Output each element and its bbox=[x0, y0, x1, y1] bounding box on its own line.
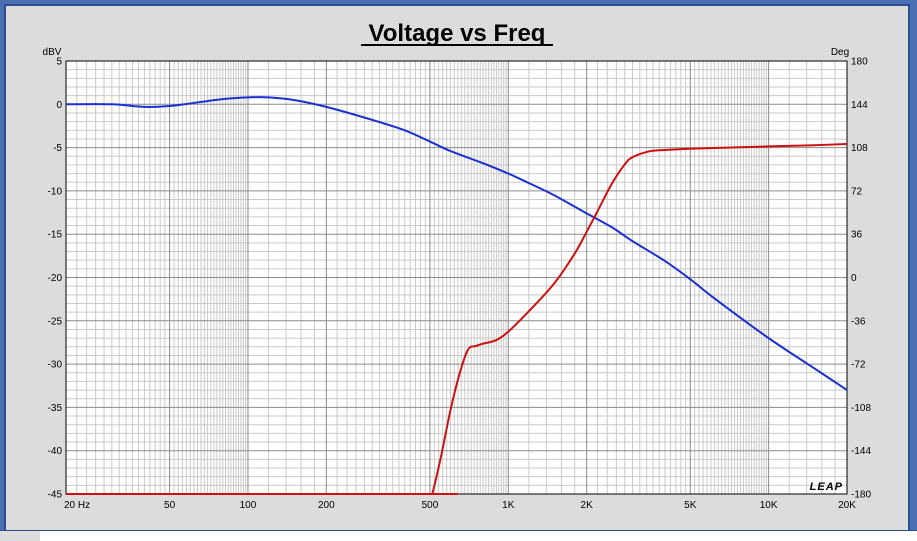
y-left-ticks: 5 0 -5 -10 -15 -20 -25 -30 -35 -40 -45 bbox=[48, 57, 63, 501]
series-phase-line bbox=[66, 142, 848, 496]
major-grid bbox=[65, 60, 848, 495]
y-right-axis-label: Deg bbox=[831, 47, 849, 58]
series-voltage-line bbox=[65, 96, 848, 391]
y-left-tick-label: -25 bbox=[48, 316, 63, 327]
bottom-strip bbox=[0, 530, 917, 541]
y-right-tick-label: -180 bbox=[851, 490, 871, 501]
y-left-tick-label: -15 bbox=[48, 230, 63, 241]
y-right-tick-label: -144 bbox=[851, 446, 871, 457]
y-left-tick-label: -40 bbox=[48, 446, 63, 457]
leap-logo: LEAP bbox=[810, 481, 843, 493]
x-tick-label: 1K bbox=[502, 500, 515, 511]
y-right-tick-label: 144 bbox=[851, 100, 868, 111]
y-right-tick-label: 36 bbox=[851, 230, 863, 241]
y-right-tick-label: -108 bbox=[851, 403, 871, 414]
y-right-tick-label: -36 bbox=[851, 316, 866, 327]
y-left-tick-label: 5 bbox=[56, 57, 62, 68]
y-right-tick-label: 108 bbox=[851, 143, 868, 154]
y-right-ticks: 180 144 108 72 36 0 -36 -72 -108 -144 -180 bbox=[851, 57, 871, 501]
chart-title: Voltage vs Freq bbox=[369, 20, 546, 47]
x-tick-label: 500 bbox=[422, 500, 439, 511]
y-left-tick-label: -45 bbox=[48, 490, 63, 501]
y-left-axis-label: dBV bbox=[43, 47, 62, 58]
y-left-tick-label: -35 bbox=[48, 403, 63, 414]
y-left-tick-label: -20 bbox=[48, 273, 63, 284]
x-tick-label: 100 bbox=[240, 500, 257, 511]
x-tick-label: 2K bbox=[581, 500, 594, 511]
x-tick-label: 20K bbox=[838, 500, 856, 511]
x-tick-label: 50 bbox=[164, 500, 176, 511]
y-right-tick-label: -72 bbox=[851, 360, 866, 371]
y-left-tick-label: -5 bbox=[53, 143, 62, 154]
x-tick-label: 5K bbox=[684, 500, 697, 511]
y-left-tick-label: -10 bbox=[48, 186, 63, 197]
voltage-frequency-chart: Voltage vs Freq dBV Deg 50-5-10-15-20-25… bbox=[43, 20, 872, 511]
x-tick-label: 200 bbox=[318, 500, 335, 511]
y-left-tick-label: -30 bbox=[48, 360, 63, 371]
series-group bbox=[65, 96, 848, 496]
y-right-tick-label: 72 bbox=[851, 186, 863, 197]
x-ticks: 20 Hz 50 100 200 500 1K 2K 5K 10K 20K bbox=[64, 500, 856, 511]
y-right-tick-label: 180 bbox=[851, 57, 868, 68]
x-tick-label: 20 Hz bbox=[64, 500, 90, 511]
y-left-tick-label: 0 bbox=[56, 100, 62, 111]
x-tick-label: 10K bbox=[760, 500, 778, 511]
y-right-tick-label: 0 bbox=[851, 273, 857, 284]
